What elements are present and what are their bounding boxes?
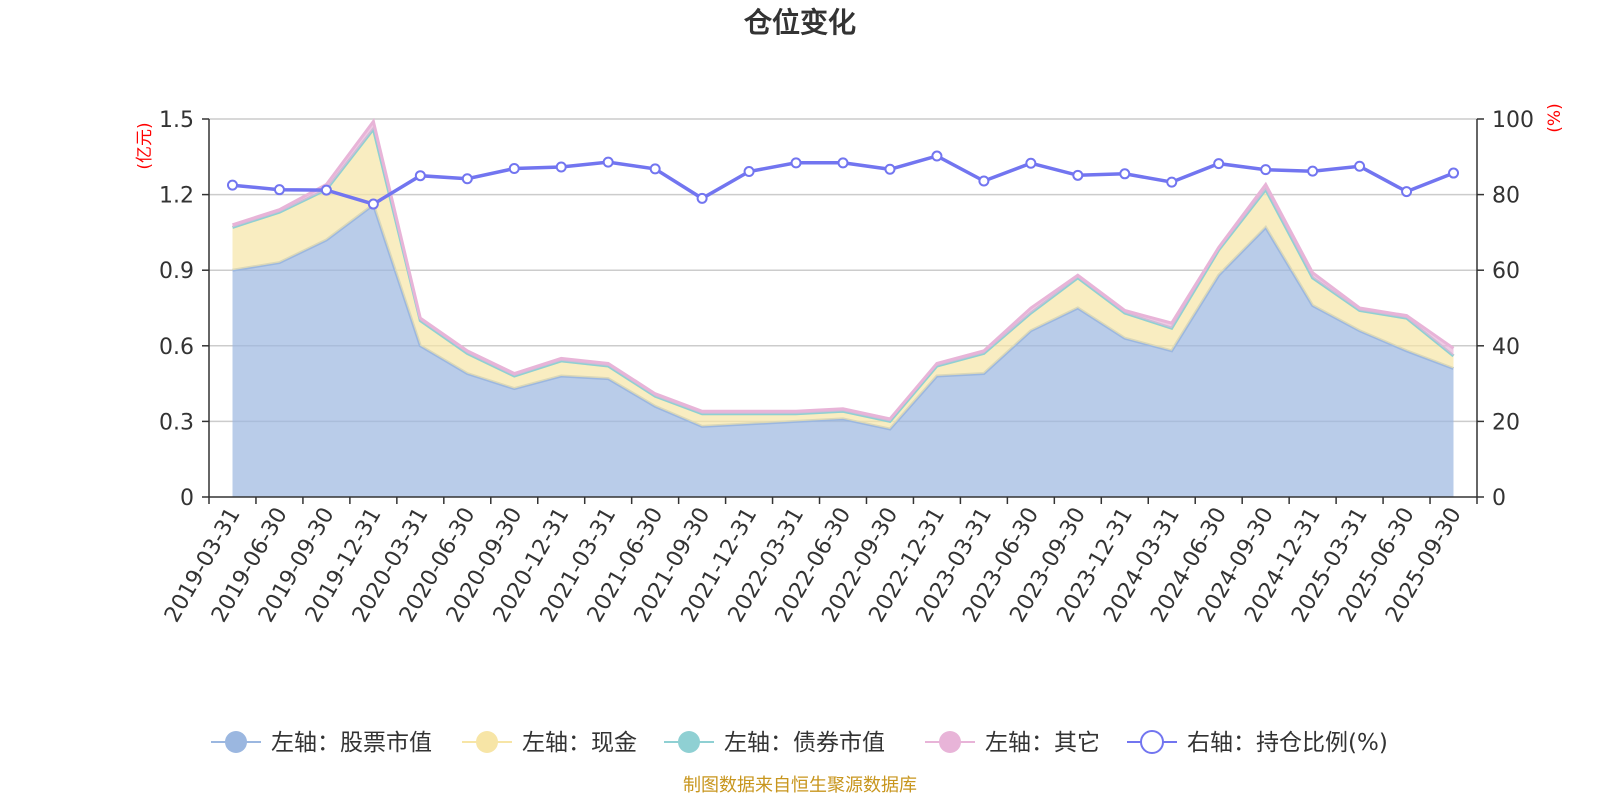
chart-title: 仓位变化 xyxy=(744,6,856,39)
left-axis-tick-label: 0 xyxy=(180,486,194,511)
legend-circle-icon xyxy=(678,731,700,753)
legend-circle-icon xyxy=(225,731,247,753)
right-axis-tick-label: 100 xyxy=(1492,108,1534,133)
legend-label: 左轴：现金 xyxy=(522,730,637,756)
left-axis-unit: (亿元) xyxy=(135,122,155,169)
legend-label: 左轴：债券市值 xyxy=(724,730,885,756)
ratio-point[interactable] xyxy=(649,163,661,175)
left-axis-tick-label: 0.6 xyxy=(159,335,194,360)
ratio-line xyxy=(226,150,1460,210)
area-左轴：其它 xyxy=(232,121,1454,422)
legend[interactable]: 左轴：股票市值 左轴：现金 左轴：债券市值 左轴：其它 右轴：持仓比例(%) xyxy=(211,730,1388,756)
ratio-point[interactable] xyxy=(743,166,755,178)
ratio-point[interactable] xyxy=(414,170,426,182)
stacked-areas xyxy=(232,118,1455,497)
ratio-point[interactable] xyxy=(837,157,849,169)
ratio-point[interactable] xyxy=(602,156,614,168)
right-axis-unit: (%) xyxy=(1545,103,1565,132)
left-axis-tick-label: 1.5 xyxy=(159,108,194,133)
right-axis-tick-label: 20 xyxy=(1492,410,1520,435)
legend-item[interactable]: 左轴：其它 xyxy=(925,730,1100,756)
ratio-point[interactable] xyxy=(273,184,285,196)
area-edge-左轴：其它 xyxy=(232,118,1455,421)
area-左轴：现金 xyxy=(232,129,1454,429)
ratio-point[interactable] xyxy=(1119,168,1131,180)
ratio-point[interactable] xyxy=(790,157,802,169)
ratio-point[interactable] xyxy=(931,150,943,162)
right-axis-tick-label: 80 xyxy=(1492,184,1520,209)
legend-item[interactable]: 左轴：股票市值 xyxy=(211,730,432,756)
ratio-point[interactable] xyxy=(226,179,238,191)
ratio-point[interactable] xyxy=(1166,176,1178,188)
data-source-note: 制图数据来自恒生聚源数据库 xyxy=(683,775,917,796)
ratio-point[interactable] xyxy=(367,198,379,210)
ratio-point[interactable] xyxy=(1072,169,1084,181)
ratio-point[interactable] xyxy=(696,192,708,204)
right-axis-tick-label: 40 xyxy=(1492,335,1520,360)
ratio-point[interactable] xyxy=(320,184,332,196)
ratio-point[interactable] xyxy=(1025,157,1037,169)
ratio-point[interactable] xyxy=(508,163,520,175)
legend-label: 左轴：其它 xyxy=(985,730,1100,756)
ratio-point[interactable] xyxy=(1307,165,1319,177)
ratio-point[interactable] xyxy=(461,173,473,185)
ratio-point[interactable] xyxy=(1260,164,1272,176)
ratio-point[interactable] xyxy=(555,161,567,173)
legend-item[interactable]: 左轴：债券市值 xyxy=(664,730,885,756)
legend-hollow-circle-icon xyxy=(1140,730,1164,754)
right-axis-tick-label: 0 xyxy=(1492,486,1506,511)
ratio-point[interactable] xyxy=(978,175,990,187)
left-axis-tick-label: 1.2 xyxy=(159,184,194,209)
left-axis-tick-label: 0.9 xyxy=(159,259,194,284)
ratio-point[interactable] xyxy=(1448,167,1460,179)
legend-label: 右轴：持仓比例(%) xyxy=(1187,730,1388,756)
ratio-point[interactable] xyxy=(1354,160,1366,172)
ratio-point[interactable] xyxy=(1401,186,1413,198)
legend-circle-icon xyxy=(476,731,498,753)
legend-item[interactable]: 左轴：现金 xyxy=(462,730,637,756)
left-axis-tick-label: 0.3 xyxy=(159,410,194,435)
legend-label: 左轴：股票市值 xyxy=(271,730,432,756)
ratio-point[interactable] xyxy=(1213,158,1225,170)
ratio-point[interactable] xyxy=(884,163,896,175)
legend-circle-icon xyxy=(939,731,961,753)
area-左轴：股票市值 xyxy=(232,204,1454,497)
right-axis-tick-label: 60 xyxy=(1492,259,1520,284)
legend-item[interactable]: 右轴：持仓比例(%) xyxy=(1127,730,1388,756)
